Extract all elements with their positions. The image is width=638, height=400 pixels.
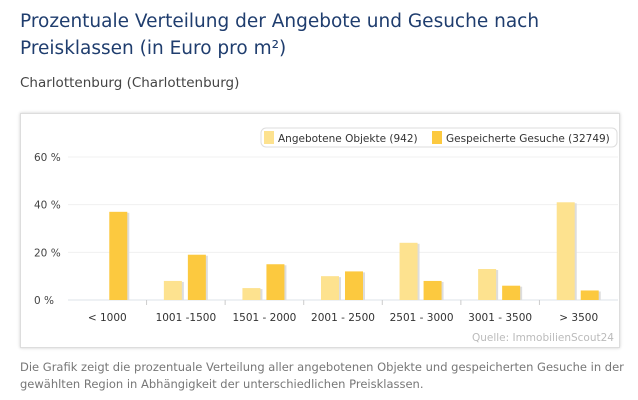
bar-gesuche xyxy=(187,254,206,300)
x-tick-label: 1501 - 2000 xyxy=(232,312,296,324)
bar-gesuche xyxy=(580,290,599,300)
page-title: Prozentuale Verteilung der Angebote und … xyxy=(20,11,540,59)
bar-angebote xyxy=(399,242,418,300)
y-tick-label: 40 % xyxy=(34,200,61,212)
bar-angebote xyxy=(321,276,339,300)
bar-gesuche xyxy=(266,264,285,300)
y-tick-label: 20 % xyxy=(34,247,61,259)
x-tick-label: 2501 - 3000 xyxy=(390,312,454,324)
x-tick-label: 3001 - 3500 xyxy=(468,312,532,324)
bar-gesuche xyxy=(502,285,521,300)
x-tick-label: > 3500 xyxy=(559,312,598,324)
legend-label: Gespeicherte Gesuche (32749) xyxy=(446,133,610,145)
legend-label: Angebotene Objekte (942) xyxy=(278,133,418,145)
chart-container xyxy=(20,113,620,348)
region-subtitle: Charlottenburg (Charlottenburg) xyxy=(20,75,240,91)
bar-gesuche xyxy=(109,211,128,300)
legend-swatch xyxy=(264,131,274,144)
y-tick-label: 0 % xyxy=(34,295,54,307)
y-tick-label: 60 % xyxy=(34,152,61,164)
bar-angebote xyxy=(556,202,575,300)
x-tick-label: 2001 - 2500 xyxy=(311,312,375,324)
bar-angebote xyxy=(478,269,497,300)
bar-angebote xyxy=(242,288,261,300)
legend-swatch xyxy=(432,131,442,144)
x-tick-label: < 1000 xyxy=(88,312,127,324)
bar-gesuche xyxy=(345,271,363,300)
source-label: Quelle: ImmobilienScout24 xyxy=(472,332,614,344)
x-tick-label: 1001 -1500 xyxy=(156,312,217,324)
bar-angebote xyxy=(163,280,182,300)
chart-description: Die Grafik zeigt die prozentuale Verteil… xyxy=(20,360,624,391)
bar-gesuche xyxy=(423,280,442,300)
